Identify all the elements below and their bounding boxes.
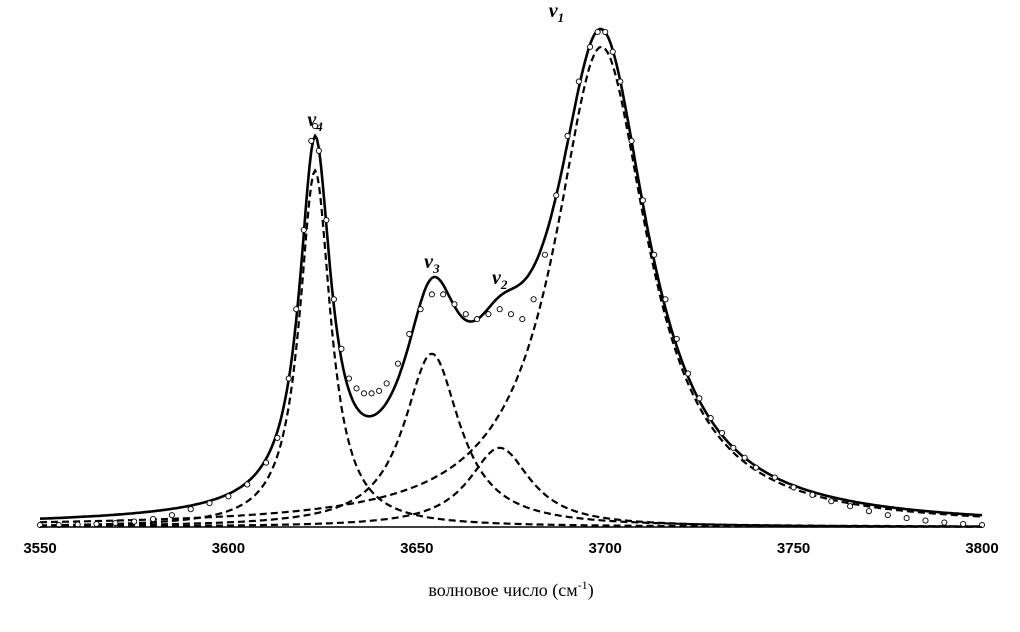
observed-point <box>376 387 383 394</box>
observed-point <box>922 517 929 524</box>
observed-point <box>485 311 492 318</box>
observed-point <box>360 390 368 397</box>
observed-point <box>707 415 714 422</box>
observed-point <box>93 520 100 528</box>
component-curve-v2 <box>40 446 982 528</box>
observed-point <box>771 474 778 481</box>
observed-point <box>730 444 737 451</box>
observed-point <box>330 296 337 303</box>
component-curve-v4 <box>40 168 982 528</box>
observed-point <box>168 512 175 519</box>
observed-point <box>594 28 601 36</box>
observed-point <box>383 380 390 387</box>
observed-point <box>696 395 703 402</box>
peak-label-v4: ν4 <box>307 109 323 134</box>
observed-point <box>752 464 759 471</box>
observed-point <box>828 498 835 505</box>
observed-point <box>394 360 402 367</box>
observed-point <box>263 459 270 466</box>
observed-point <box>741 454 748 461</box>
observed-point <box>187 506 194 513</box>
observed-point <box>685 370 692 377</box>
observed-point <box>345 375 353 382</box>
observed-point <box>609 48 616 55</box>
observed-point <box>112 519 119 527</box>
observed-point <box>315 147 322 154</box>
peak-label-v2: ν2 <box>492 267 508 292</box>
observed-points <box>36 28 986 529</box>
observed-point <box>865 508 873 515</box>
observed-point <box>628 137 635 144</box>
observed-point <box>651 251 658 258</box>
peak-label-v1: ν1 <box>549 0 564 25</box>
peak-label-v3: ν3 <box>424 251 440 276</box>
observed-point <box>602 28 609 36</box>
observed-point <box>274 434 281 441</box>
fit-curve <box>39 27 983 520</box>
observed-point <box>718 429 726 437</box>
observed-point <box>323 217 330 224</box>
observed-point <box>553 192 560 199</box>
x-tick-label: 3700 <box>589 540 622 557</box>
observed-point <box>662 296 669 303</box>
observed-point <box>617 78 624 85</box>
observed-point <box>541 251 548 258</box>
x-tick-label: 3650 <box>400 540 433 557</box>
observed-point <box>507 311 515 318</box>
observed-point <box>451 301 458 308</box>
observed-point <box>587 43 594 50</box>
component-curve-v3 <box>40 352 982 528</box>
observed-point <box>293 306 300 313</box>
x-tick-label: 3600 <box>212 540 245 557</box>
observed-point <box>417 306 424 313</box>
fit-curve-layer <box>39 27 983 520</box>
observed-point <box>496 306 503 313</box>
observed-point <box>519 316 526 323</box>
observed-point <box>244 481 251 488</box>
observed-point <box>564 132 571 139</box>
observed-point <box>847 503 854 510</box>
peak-labels: ν1 ν2 ν3 ν4 <box>307 0 564 292</box>
observed-point <box>809 491 816 498</box>
observed-point <box>206 500 213 507</box>
observed-point <box>575 78 582 85</box>
x-tick-label: 3800 <box>965 540 998 557</box>
observed-point <box>312 123 319 130</box>
observed-point <box>530 296 537 303</box>
x-tick-label: 3750 <box>777 540 810 557</box>
x-tick-label: 3550 <box>23 540 56 557</box>
observed-point <box>225 493 232 500</box>
observed-point <box>941 519 948 526</box>
observed-point <box>960 520 967 528</box>
observed-point <box>406 330 413 338</box>
observed-point <box>285 375 292 382</box>
observed-point <box>131 518 138 525</box>
observed-point <box>149 516 157 523</box>
observed-point <box>673 335 680 342</box>
component-curves <box>40 45 983 528</box>
x-axis-label: волновое число (см-1) <box>428 578 593 601</box>
observed-point <box>308 137 315 144</box>
observed-point <box>462 311 469 318</box>
observed-point <box>338 345 345 352</box>
observed-point <box>639 197 646 204</box>
observed-point <box>884 512 891 519</box>
observed-point <box>790 484 797 491</box>
observed-point <box>474 316 481 323</box>
observed-point <box>368 390 375 397</box>
observed-point <box>903 515 910 522</box>
observed-point <box>353 385 360 392</box>
observed-point <box>300 226 307 234</box>
observed-point <box>428 291 435 298</box>
x-axis-ticks: 3550 3600 3650 3700 3750 3800 <box>23 540 998 557</box>
observed-point <box>440 291 447 298</box>
component-curve-v1 <box>40 45 983 524</box>
